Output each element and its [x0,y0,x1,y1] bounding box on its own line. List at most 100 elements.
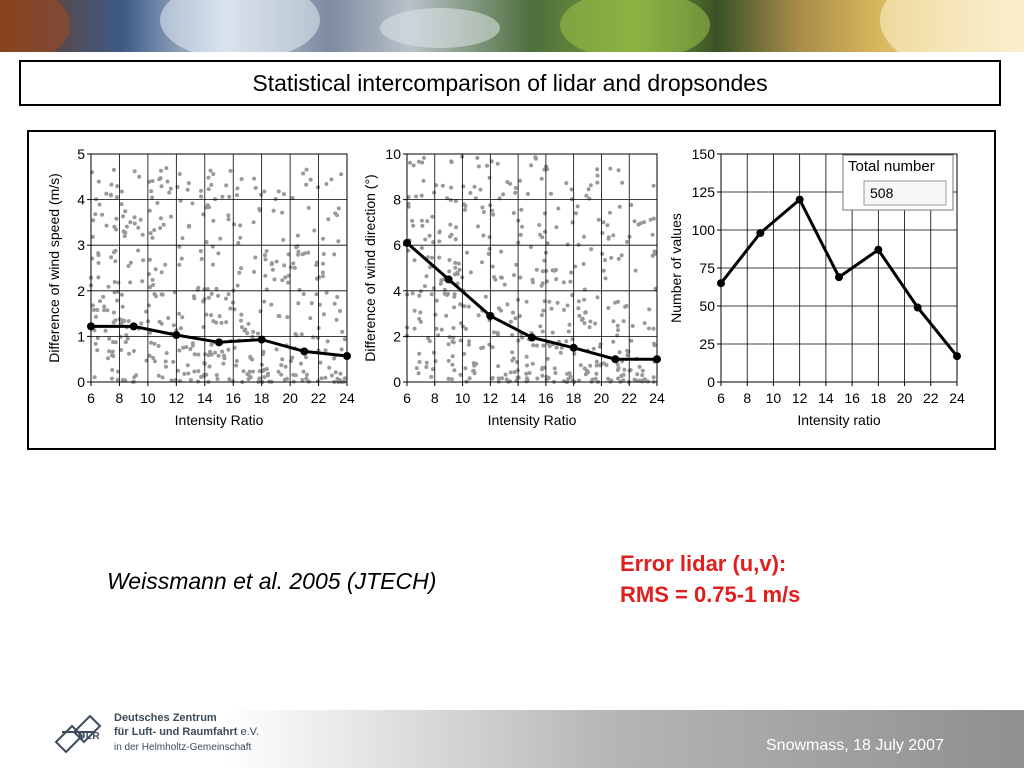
scatter-point [116,369,120,374]
scatter-point [530,361,535,366]
scatter-point [256,331,260,336]
scatter-point [553,371,558,375]
scatter-point [239,312,244,317]
scatter-point [540,365,545,370]
scatter-point [186,224,191,229]
x-tick-label: 14 [510,390,526,406]
scatter-point [524,371,529,376]
scatter-point [300,378,305,382]
scatter-point [209,313,214,318]
scatter-point [261,349,266,354]
scatter-point [179,326,183,331]
scatter-point [476,224,480,229]
scatter-point [573,264,578,269]
scatter-point [109,182,114,187]
scatter-point [192,296,197,301]
scatter-point [148,330,152,335]
scatter-point [449,377,454,382]
scatter-point [201,299,206,304]
scatter-point [651,375,656,380]
scatter-point [419,193,424,198]
x-tick-label: 16 [538,390,554,406]
scatter-point [220,194,225,199]
scatter-point [180,315,185,320]
y-axis-label: Number of values [668,213,684,323]
scatter-point [586,187,591,192]
scatter-point [196,369,201,374]
scatter-point [564,339,569,344]
scatter-point [432,190,437,195]
scatter-point [452,272,457,277]
error-line-1: Error lidar (u,v): [620,551,787,576]
scatter-point [164,364,168,369]
scatter-point [637,364,642,369]
scatter-point [296,252,301,257]
scatter-point [412,258,417,263]
scatter-point [540,269,545,274]
scatter-point [271,208,276,213]
scatter-point [235,186,240,191]
scatter-point [629,338,634,343]
scatter-point [158,216,163,221]
scatter-point [451,326,456,330]
scatter-point [516,375,521,380]
scatter-point [334,317,339,322]
scatter-point [204,312,209,317]
scatter-point [565,303,570,308]
y-tick-label: 125 [692,184,716,200]
scatter-point [624,304,629,308]
scatter-point [185,187,190,192]
scatter-point [510,358,515,363]
scatter-point [601,220,606,225]
scatter-point [621,319,626,324]
scatter-point [513,186,518,190]
scatter-point [209,342,214,347]
scatter-point [257,376,262,381]
scatter-point [263,257,268,262]
scatter-point [107,349,112,354]
scatter-point [540,329,545,334]
scatter-point [217,314,222,319]
scatter-point [128,280,133,285]
scatter-point [447,258,452,262]
scatter-point [226,213,231,218]
scatter-point [216,293,221,298]
scatter-point [583,372,588,377]
scatter-point [128,260,133,265]
scatter-point [611,319,616,324]
scatter-point [269,262,274,267]
series-point [835,273,843,282]
scatter-point [476,164,481,169]
scatter-point [102,308,107,313]
scatter-point [285,315,290,320]
scatter-point [539,176,544,181]
scatter-point [141,258,146,263]
scatter-point [320,270,325,275]
scatter-point [93,212,98,217]
y-tick-label: 4 [393,283,401,299]
scatter-point [513,190,518,195]
scatter-point [257,369,262,374]
scatter-point [499,249,504,254]
scatter-point [458,321,463,326]
org-name-ev: e.V. [237,726,260,738]
scatter-point [161,222,166,227]
scatter-point [575,204,580,209]
scatter-point [406,204,411,209]
scatter-point [177,311,182,316]
scatter-point [416,159,421,164]
scatter-point [97,202,102,207]
scatter-point [297,287,302,292]
scatter-point [179,256,184,261]
scatter-point [587,325,592,330]
scatter-point [208,349,212,354]
scatter-point [490,264,495,269]
scatter-point [549,191,553,196]
scatter-point [232,222,237,227]
scatter-point [471,368,476,373]
scatter-point [633,378,638,383]
scatter-point [332,252,337,257]
scatter-point [262,299,267,304]
scatter-point [119,321,124,326]
scatter-point [439,327,444,332]
